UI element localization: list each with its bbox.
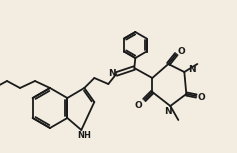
Text: N: N: [109, 69, 116, 78]
Text: N: N: [164, 108, 172, 116]
Text: O: O: [134, 101, 142, 110]
Text: N: N: [188, 65, 196, 75]
Text: O: O: [197, 93, 205, 101]
Text: NH: NH: [77, 131, 91, 140]
Text: O: O: [178, 47, 185, 56]
